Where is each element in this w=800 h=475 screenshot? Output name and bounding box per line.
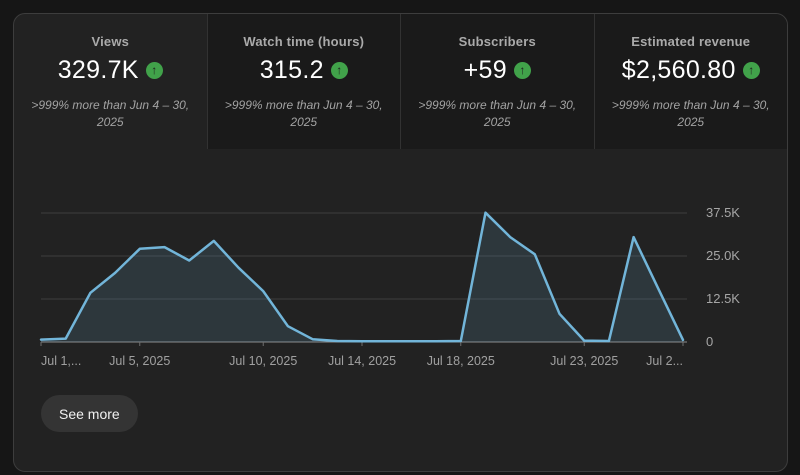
metric-tabs: Views 329.7K ↑ >999% more than Jun 4 – 3… <box>14 14 787 149</box>
x-axis-label: Jul 14, 2025 <box>327 354 397 368</box>
y-axis-label: 0 <box>706 334 714 349</box>
x-axis-label: Jul 1,... <box>41 354 82 368</box>
tab-subscribers[interactable]: Subscribers +59 ↑ >999% more than Jun 4 … <box>400 14 594 149</box>
x-axis-label: Jul 18, 2025 <box>426 354 495 368</box>
views-value: 329.7K <box>57 55 139 84</box>
analytics-overview-card: Views 329.7K ↑ >999% more than Jun 4 – 3… <box>13 13 788 472</box>
subscribers-comparison-text: >999% more than Jun 4 – 30, 2025 <box>418 98 577 129</box>
y-axis-label: 37.5K <box>706 205 740 220</box>
x-axis-label: Jul 5, 2025 <box>109 354 171 368</box>
trend-up-icon: ↑ <box>145 61 163 79</box>
tab-views[interactable]: Views 329.7K ↑ >999% more than Jun 4 – 3… <box>14 14 207 149</box>
views-comparison-text: >999% more than Jun 4 – 30, 2025 <box>31 98 190 129</box>
y-axis-label: 12.5K <box>706 291 740 306</box>
tab-estimated-revenue[interactable]: Estimated revenue $2,560.80 ↑ >999% more… <box>593 14 788 149</box>
chart-plot-area[interactable] <box>14 149 787 471</box>
x-axis-label: Jul 2... <box>646 354 683 368</box>
see-more-button[interactable]: See more <box>41 395 138 432</box>
x-axis-label: Jul 23, 2025 <box>550 354 619 368</box>
trend-up-icon: ↑ <box>513 61 531 79</box>
tab-watch-time-title: Watch time (hours) <box>243 34 365 49</box>
analytics-chart: 0 12.5K 25.0K 37.5K Jul 1,... Jul 5, 2025 Jul … <box>14 14 787 471</box>
tab-watch-time[interactable]: Watch time (hours) 315.2 ↑ >999% more th… <box>206 14 401 149</box>
tab-views-value-row: 329.7K ↑ <box>14 55 207 85</box>
revenue-comparison-text: >999% more than Jun 4 – 30, 2025 <box>611 98 770 129</box>
watch-time-comparison-text: >999% more than Jun 4 – 30, 2025 <box>224 98 383 129</box>
x-axis-label: Jul 10, 2025 <box>229 354 298 368</box>
tab-revenue-value-row: $2,560.80 ↑ <box>595 55 788 85</box>
watch-time-value: 315.2 <box>259 55 324 84</box>
tab-subscribers-value-row: +59 ↑ <box>401 55 594 85</box>
tab-views-title: Views <box>91 34 130 49</box>
tab-subscribers-title: Subscribers <box>458 34 536 49</box>
trend-up-icon: ↑ <box>330 61 348 79</box>
trend-up-icon: ↑ <box>742 61 760 79</box>
tab-revenue-title: Estimated revenue <box>631 34 751 49</box>
y-axis-label: 25.0K <box>706 248 740 263</box>
revenue-value: $2,560.80 <box>621 55 736 84</box>
tab-watch-time-value-row: 315.2 ↑ <box>208 55 401 85</box>
subscribers-value: +59 <box>463 55 507 84</box>
